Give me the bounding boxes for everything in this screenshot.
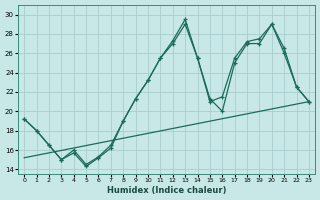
X-axis label: Humidex (Indice chaleur): Humidex (Indice chaleur) xyxy=(107,186,226,195)
